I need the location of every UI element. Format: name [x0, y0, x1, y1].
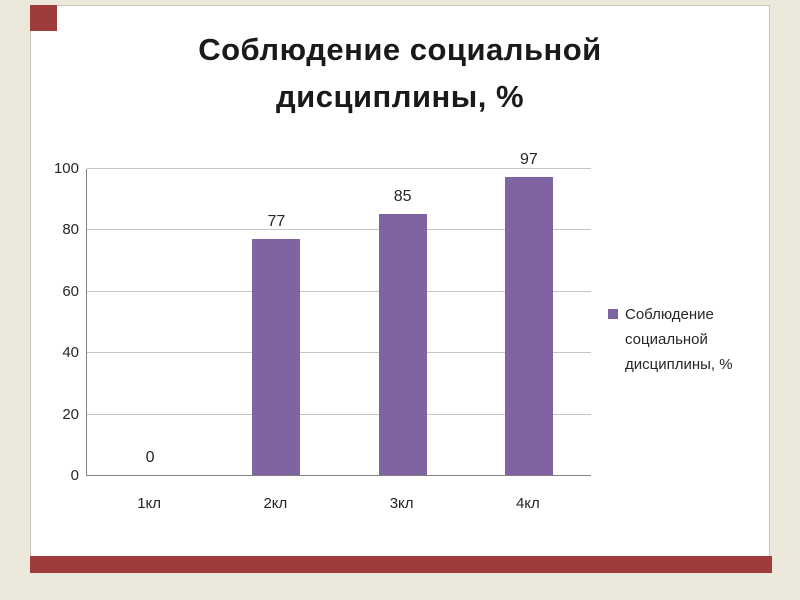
- legend-label: Соблюдение социальной дисциплины, %: [625, 302, 733, 377]
- bar-2кл: [252, 238, 301, 475]
- gridline-80: [87, 229, 591, 231]
- gridline-40: [87, 352, 591, 354]
- data-label-3кл: 85: [393, 188, 412, 206]
- gridline-20: [87, 413, 591, 415]
- data-label-1кл: 0: [145, 449, 155, 466]
- x-axis-labels: 1кл 2кл 3кл 4кл: [86, 495, 591, 512]
- x-tick-label-3кл: 3кл: [389, 495, 414, 512]
- y-tick-label-20: 20: [62, 405, 79, 423]
- slide: Соблюдение социальной дисциплины, % 0 20 4…: [30, 5, 772, 573]
- y-tick-label-40: 40: [62, 344, 79, 362]
- bar-3кл: [378, 214, 427, 475]
- legend-label-line-2: социальной: [625, 331, 708, 348]
- red-footer-bar: [30, 556, 772, 573]
- y-tick-label-0: 0: [70, 467, 79, 484]
- legend-label-line-1: Соблюдение: [625, 306, 714, 323]
- chart-title-line-2: дисциплины, %: [275, 79, 525, 114]
- gridline-100: [87, 168, 591, 169]
- x-tick-label-2кл: 2кл: [263, 495, 288, 512]
- x-tick-label-1кл: 1кл: [137, 495, 162, 512]
- bar-4кл: [504, 177, 553, 475]
- plot-area: 0 77 85 97: [86, 151, 591, 476]
- data-label-2кл: 77: [267, 212, 286, 230]
- legend-label-line-3: дисциплины, %: [625, 356, 733, 373]
- y-axis-labels: 0 20 40 60 80 100: [37, 160, 79, 484]
- data-label-4кл: 97: [519, 151, 538, 169]
- y-tick-label-100: 100: [53, 160, 79, 177]
- y-tick-label-80: 80: [62, 221, 79, 239]
- chart-legend: Соблюдение социальной дисциплины, %: [608, 302, 733, 377]
- chart-title: Соблюдение социальной дисциплины, %: [31, 26, 769, 120]
- gridline-60: [87, 290, 591, 292]
- x-tick-label-4кл: 4кл: [515, 495, 540, 512]
- legend-swatch: [608, 309, 618, 319]
- y-tick-label-60: 60: [62, 282, 79, 300]
- chart-title-line-1: Соблюдение социальной: [198, 32, 602, 67]
- red-corner-decoration: [30, 5, 57, 31]
